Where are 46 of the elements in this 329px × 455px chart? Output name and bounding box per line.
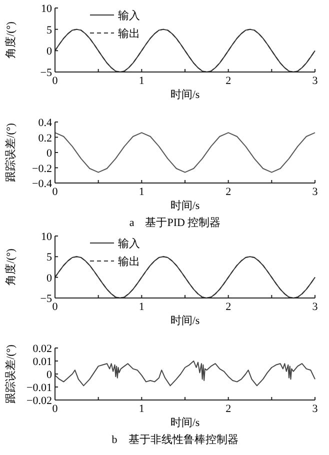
x-tick-label: 3 <box>312 75 318 87</box>
x-tick-label: 1 <box>138 75 144 87</box>
legend-label: 输入 <box>118 9 140 22</box>
text: a 基于PID 控制器 <box>129 216 221 229</box>
line-series <box>54 360 316 386</box>
y-tick-label: −5 <box>40 293 52 305</box>
y-tick-label: 5 <box>46 24 52 36</box>
x-tick-label: 3 <box>312 403 318 415</box>
y-axis-title: 跟踪误差/(°) <box>4 344 17 404</box>
x-tick-label: 2 <box>226 75 232 87</box>
legend-label: 输出 <box>118 27 140 40</box>
legend-label: 输入 <box>118 237 140 250</box>
y-tick-label: −0.2 <box>32 162 52 175</box>
y-tick-label: 0 <box>46 272 52 284</box>
y-tick-label: 0.01 <box>32 356 52 368</box>
y-tick-label: 10 <box>41 3 52 15</box>
x-tick-label: 3 <box>312 301 318 313</box>
x-tick-label: 2 <box>226 403 232 415</box>
y-axis-title: 跟踪误差/(°) <box>4 122 17 182</box>
y-tick-label: −0.02 <box>26 395 52 407</box>
y-tick-label: 0.02 <box>32 343 52 355</box>
x-axis-title: 时间/s <box>170 314 200 327</box>
y-axis-title: 角度/(°) <box>4 248 17 286</box>
y-tick-label: −0.4 <box>32 178 52 190</box>
y-tick-label: 0 <box>46 148 52 160</box>
y-tick-label: −0.01 <box>26 382 52 394</box>
legend-label: 输出 <box>118 255 140 268</box>
x-axis-title: 时间/s <box>170 199 200 212</box>
x-tick-label: 1 <box>138 186 144 198</box>
y-tick-label: 0 <box>46 369 52 381</box>
y-tick-label: 0.2 <box>38 132 52 144</box>
y-tick-label: 10 <box>41 231 52 243</box>
y-tick-label: −5 <box>40 67 52 79</box>
x-tick-label: 3 <box>312 186 318 198</box>
y-axis-title: 角度/(°) <box>4 21 17 58</box>
line-series <box>54 132 316 173</box>
text: b 基于非线性鲁棒控制器 <box>112 433 238 446</box>
x-axis-title: 时间/s <box>170 416 200 429</box>
y-tick-label: 0.4 <box>38 117 52 129</box>
x-tick-label: 2 <box>226 186 232 198</box>
x-axis-title: 时间/s <box>170 88 200 101</box>
x-tick-label: 2 <box>226 301 232 313</box>
y-tick-label: 5 <box>46 252 52 264</box>
x-tick-label: 1 <box>138 301 144 313</box>
y-tick-label: 0 <box>46 46 52 58</box>
x-tick-label: 1 <box>138 403 144 415</box>
